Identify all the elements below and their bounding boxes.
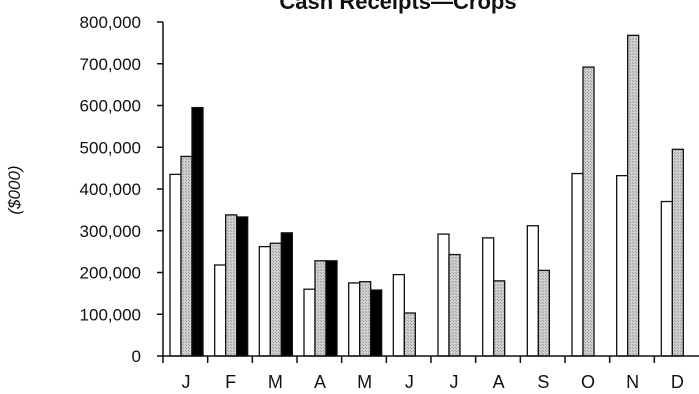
bar	[627, 34, 640, 357]
y-axis: 0 100,000 200,000 300,000 400,000 500,000 600,…	[80, 13, 164, 366]
y-tick-label: 800,000	[80, 13, 141, 32]
bar	[403, 312, 416, 357]
y-tick-label: 600,000	[80, 97, 141, 116]
bar	[582, 66, 595, 357]
bar	[180, 155, 193, 357]
y-tick-label: 100,000	[80, 305, 141, 324]
bars	[169, 34, 684, 357]
bar	[269, 242, 282, 357]
x-tick-label: A	[493, 372, 505, 392]
bar	[437, 233, 450, 357]
bar	[616, 174, 629, 357]
bar	[169, 173, 182, 357]
x-tick-label: J	[182, 372, 191, 392]
x-tick-label: S	[537, 372, 549, 392]
chart-title: Cash Receipts—Crops	[279, 0, 516, 14]
bar	[370, 289, 383, 357]
y-tick-label: 500,000	[80, 138, 141, 157]
bar	[671, 148, 684, 357]
bar	[537, 269, 550, 357]
bar	[482, 237, 495, 357]
bar	[303, 288, 316, 357]
x-tick-label: O	[581, 372, 595, 392]
bar	[348, 282, 361, 357]
bar	[448, 253, 461, 357]
y-tick-label: 700,000	[80, 55, 141, 74]
bar	[493, 280, 506, 357]
x-tick-label: M	[268, 372, 283, 392]
x-tick-label: J	[450, 372, 459, 392]
bar	[571, 172, 584, 357]
bar	[258, 245, 271, 357]
x-tick-label: F	[225, 372, 236, 392]
bar	[314, 260, 327, 357]
x-tick-label: M	[357, 372, 372, 392]
y-tick-label: 0	[132, 347, 141, 366]
bar	[191, 106, 204, 357]
x-tick-label: N	[626, 372, 639, 392]
bar	[359, 281, 372, 357]
bar	[225, 214, 238, 357]
bar	[392, 273, 405, 357]
x-tick-label: J	[405, 372, 414, 392]
bar	[236, 216, 249, 357]
y-tick-label: 200,000	[80, 264, 141, 283]
bar	[280, 232, 293, 357]
x-tick-label: D	[671, 372, 684, 392]
bar	[660, 200, 673, 357]
y-axis-label: ($000)	[5, 165, 24, 214]
bar	[526, 225, 539, 357]
y-tick-label: 400,000	[80, 180, 141, 199]
y-tick-label: 300,000	[80, 222, 141, 241]
bar	[325, 260, 338, 357]
x-tick-label: A	[314, 372, 326, 392]
bar	[214, 264, 227, 357]
